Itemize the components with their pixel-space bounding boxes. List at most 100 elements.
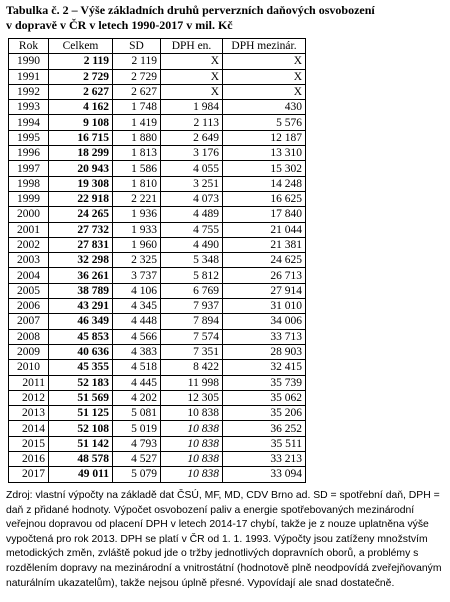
- table-cell: 2 325: [112, 252, 161, 269]
- table-cell: X: [222, 53, 306, 70]
- table-row: 2013 51 125 5 081 10 838 35 206: [8, 405, 306, 422]
- table-cell: 1 813: [112, 145, 161, 162]
- table-cell: 1 984: [160, 99, 223, 116]
- table-row: 1997 20 943 1 586 4 055 15 302: [8, 160, 306, 177]
- table-cell: 45 355: [48, 359, 113, 376]
- table-cell: 1998: [8, 175, 49, 192]
- table-cell: 1996: [8, 145, 49, 162]
- table-cell: 38 789: [48, 282, 113, 300]
- table-cell: 5 081: [112, 405, 161, 422]
- table-cell: 6 769: [160, 282, 223, 300]
- table: Rok Celkem SD DPH en. DPH mezinár. 1990 2 119…: [8, 37, 306, 483]
- table-cell: 1993: [8, 99, 49, 116]
- table-cell: 1 810: [112, 175, 161, 192]
- table-cell: 9 108: [48, 114, 113, 131]
- table-cell: 35 062: [222, 389, 306, 407]
- table-cell: 52 108: [48, 420, 113, 437]
- table-cell: 1990: [8, 53, 49, 70]
- table-row: 1993 4 162 1 748 1 984 430: [8, 99, 306, 116]
- table-cell: 2004: [8, 267, 49, 284]
- table-row: 1992 2 627 2 627 X X: [8, 83, 306, 101]
- table-cell: 4 490: [160, 236, 223, 254]
- table-cell: 2008: [8, 328, 49, 345]
- table-cell: 31 010: [222, 298, 306, 315]
- header-cell: Rok: [8, 37, 49, 55]
- table-cell: 8 422: [160, 359, 223, 376]
- table-cell: 2005: [8, 282, 49, 300]
- table-cell: 4 518: [112, 359, 161, 376]
- table-cell: 1 880: [112, 129, 161, 147]
- table-row: 2017 49 011 5 079 10 838 33 094: [8, 466, 306, 483]
- table-cell: 14 248: [222, 175, 306, 192]
- table-cell: 2003: [8, 252, 49, 269]
- table-cell: 2000: [8, 206, 49, 223]
- table-cell: 2 627: [48, 83, 113, 101]
- table-row: 1996 18 299 1 813 3 176 13 310: [8, 145, 306, 162]
- table-row: 2000 24 265 1 936 4 489 17 840: [8, 206, 306, 223]
- table-cell: 51 569: [48, 389, 113, 407]
- table-cell: 7 351: [160, 343, 223, 361]
- table-cell: 5 019: [112, 420, 161, 437]
- table-cell: 48 578: [48, 451, 113, 468]
- table-row: 1995 16 715 1 880 2 649 12 187: [8, 129, 306, 147]
- table-cell: 51 142: [48, 435, 113, 453]
- table-row: 2004 36 261 3 737 5 812 26 713: [8, 267, 306, 284]
- table-cell: 2006: [8, 298, 49, 315]
- table-cell: 5 812: [160, 267, 223, 284]
- table-row: 2015 51 142 4 793 10 838 35 511: [8, 435, 306, 453]
- table-cell: 2001: [8, 221, 49, 238]
- table-cell: 7 894: [160, 313, 223, 330]
- table-cell: 4 162: [48, 99, 113, 116]
- table-cell: 46 349: [48, 313, 113, 330]
- table-cell: 27 732: [48, 221, 113, 238]
- table-cell: 2 221: [112, 190, 161, 208]
- title: Tabulka č. 2 – Výše základních druhů per…: [6, 3, 375, 33]
- header-cell: Celkem: [48, 37, 113, 55]
- table-cell: 5 576: [222, 114, 306, 131]
- table-cell: 32 298: [48, 252, 113, 269]
- table-cell: 4 055: [160, 160, 223, 177]
- table-cell: 1 419: [112, 114, 161, 131]
- table-cell: X: [222, 83, 306, 101]
- table-row: 2012 51 569 4 202 12 305 35 062: [8, 389, 306, 407]
- table-cell: 22 918: [48, 190, 113, 208]
- table-cell: 24 265: [48, 206, 113, 223]
- table-row: 2014 52 108 5 019 10 838 36 252: [8, 420, 306, 437]
- table-cell: 5 348: [160, 252, 223, 269]
- table-cell: 17 840: [222, 206, 306, 223]
- table-cell: 28 903: [222, 343, 306, 361]
- table-cell: 2 119: [48, 53, 113, 70]
- table-cell: 16 625: [222, 190, 306, 208]
- table-cell: 7 574: [160, 328, 223, 345]
- table-cell: 51 125: [48, 405, 113, 422]
- table-cell: 4 527: [112, 451, 161, 468]
- table-cell: 430: [222, 99, 306, 116]
- table-body: 1990 2 119 2 119 X X 1991 2 729 2 729 X X 1992 2 62…: [8, 53, 306, 483]
- table-cell: X: [160, 68, 223, 85]
- table-cell: 12 187: [222, 129, 306, 147]
- table-cell: 10 838: [160, 405, 223, 422]
- table-cell: 12 305: [160, 389, 223, 407]
- table-cell: 2009: [8, 343, 49, 361]
- table-cell: 15 302: [222, 160, 306, 177]
- table-cell: 3 251: [160, 175, 223, 192]
- table-cell: 1997: [8, 160, 49, 177]
- table-cell: 33 094: [222, 466, 306, 483]
- table-cell: 4 448: [112, 313, 161, 330]
- table-cell: 11 998: [160, 374, 223, 391]
- table-cell: 21 044: [222, 221, 306, 238]
- table-cell: 4 073: [160, 190, 223, 208]
- table-cell: 2010: [8, 359, 49, 376]
- table-cell: 45 853: [48, 328, 113, 345]
- table-row: 2010 45 355 4 518 8 422 32 415: [8, 359, 306, 376]
- table-cell: 4 383: [112, 343, 161, 361]
- table-cell: 35 511: [222, 435, 306, 453]
- footnote: Zdroj: vlastní výpočty na základě dat ČS…: [6, 490, 442, 589]
- table-cell: 33 213: [222, 451, 306, 468]
- table-cell: 35 206: [222, 405, 306, 422]
- table-cell: 1999: [8, 190, 49, 208]
- table-cell: X: [160, 83, 223, 101]
- table-cell: 3 737: [112, 267, 161, 284]
- table-cell: 27 914: [222, 282, 306, 300]
- table-row: 2008 45 853 4 566 7 574 33 713: [8, 328, 306, 345]
